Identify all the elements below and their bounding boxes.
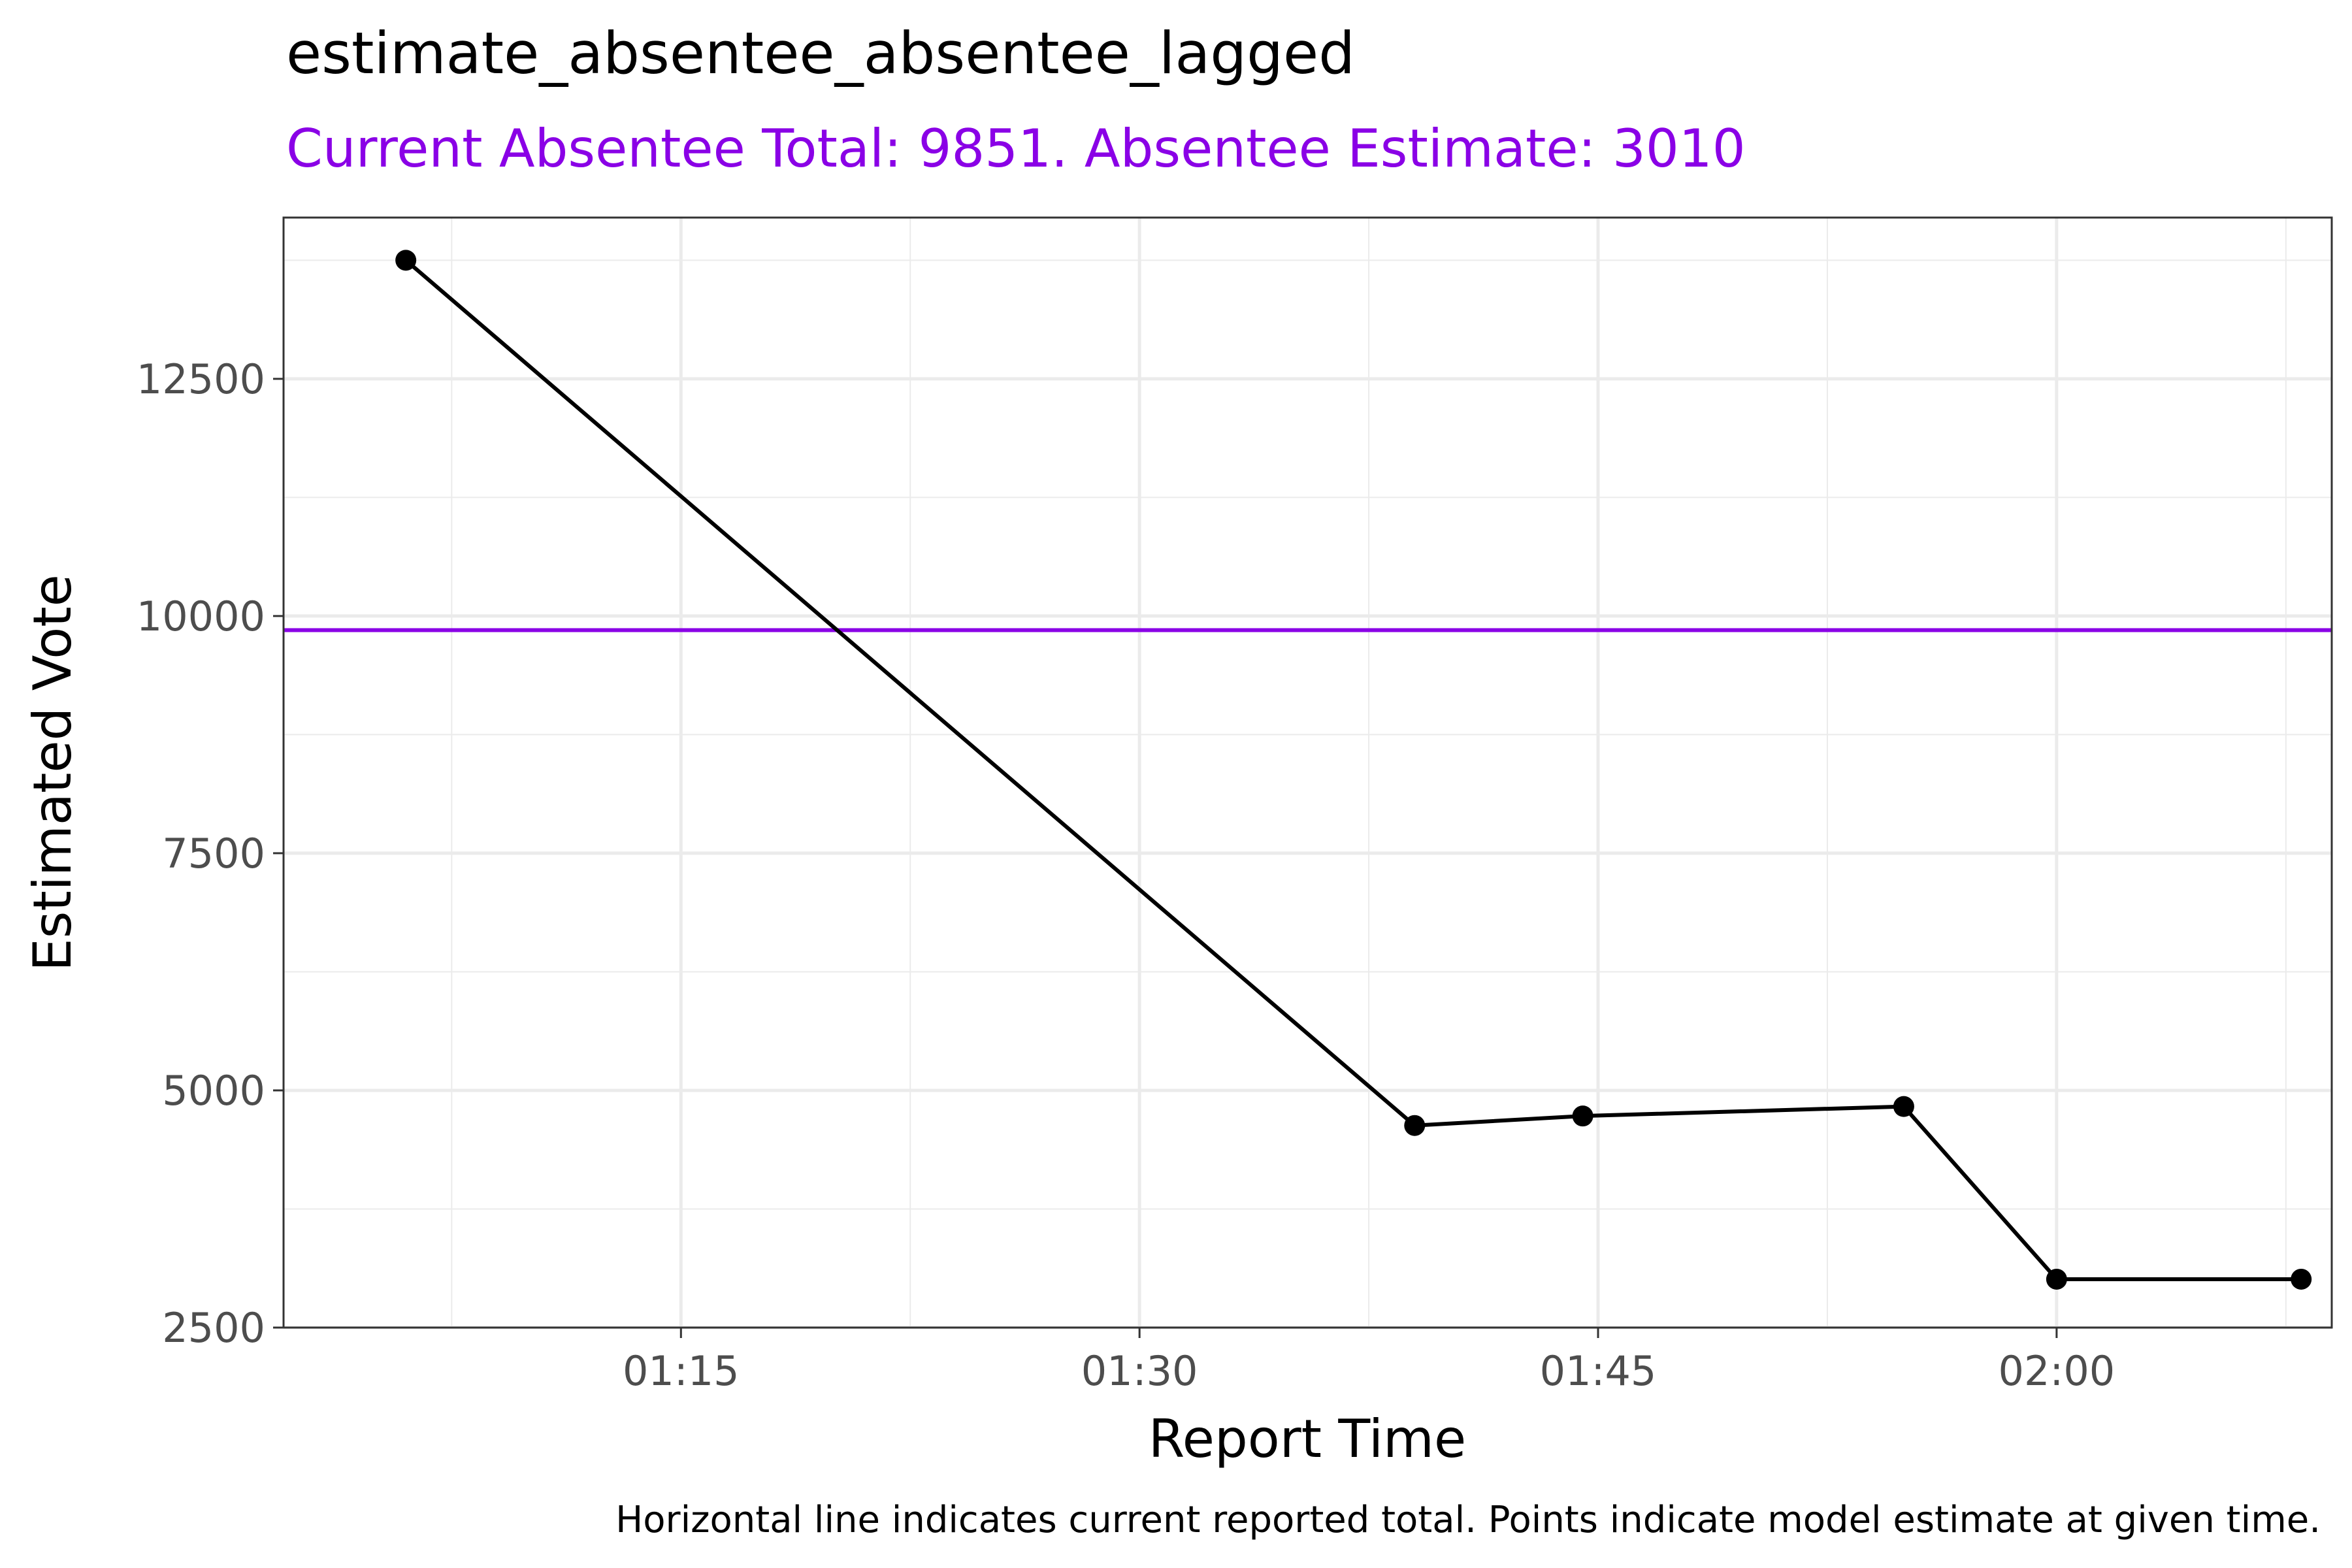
y-axis-label: Estimated Vote (22, 574, 83, 972)
x-tick-label: 01:30 (1081, 1347, 1198, 1395)
series-point (2046, 1268, 2067, 1290)
x-tick-label: 02:00 (1999, 1347, 2115, 1395)
series-point (2291, 1268, 2312, 1290)
series-point (395, 250, 417, 271)
series-point (1404, 1115, 1426, 1136)
plot-panel-border (282, 216, 2333, 1329)
series-line (404, 259, 2302, 1281)
chart-caption: Horizontal line indicates current report… (615, 1499, 2321, 1541)
series-point (1572, 1105, 1593, 1127)
y-tick-label: 2500 (162, 1304, 265, 1352)
y-tick-label: 10000 (137, 593, 265, 640)
series-point (1893, 1096, 1914, 1117)
grid-minor (284, 218, 2332, 1328)
series-layer (395, 250, 2312, 1290)
y-tick-label: 5000 (162, 1067, 265, 1115)
x-tick-label: 01:45 (1540, 1347, 1657, 1395)
chart-subtitle: Current Absentee Total: 9851. Absentee E… (286, 118, 1746, 179)
chart-title: estimate_absentee_absentee_lagged (286, 20, 1355, 87)
y-tick-label: 12500 (137, 355, 265, 403)
y-tick-label: 7500 (162, 830, 265, 877)
x-axis: 01:15 01:30 01:45 02:00 (623, 1328, 2115, 1395)
x-tick-label: 01:15 (623, 1347, 740, 1395)
y-axis: 2500 5000 7500 10000 12500 (137, 355, 284, 1352)
x-axis-label: Report Time (1149, 1409, 1466, 1469)
